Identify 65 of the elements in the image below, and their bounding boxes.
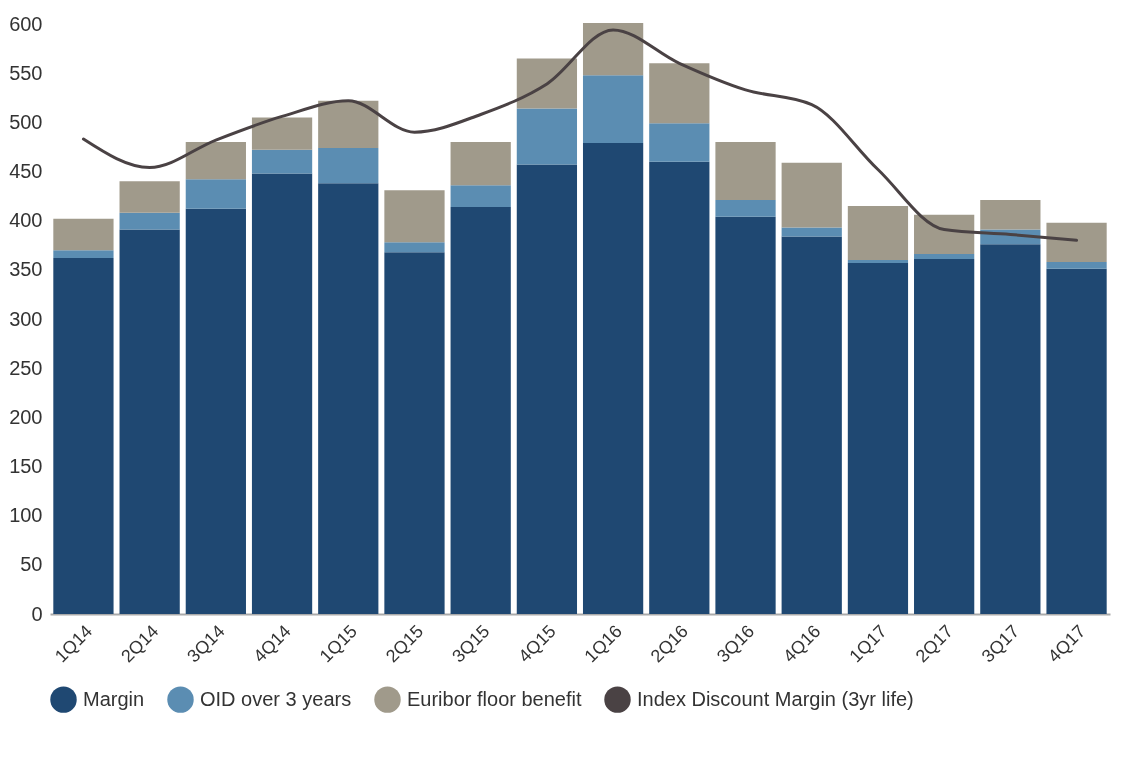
bar [119,229,180,614]
bar [914,259,975,614]
bar [781,227,842,237]
bar [516,108,578,165]
bar [649,63,710,124]
bar [582,23,644,76]
y-tick-label: 350 [9,258,43,281]
bar [1046,222,1107,262]
y-tick-label: 200 [9,405,43,428]
bar [847,205,909,260]
bar [980,200,1041,230]
y-tick-label: 150 [9,455,43,477]
bar [649,161,710,614]
bar [119,212,180,230]
bar [781,162,842,228]
legend-label: OID over 3 years [200,687,352,710]
bar [185,142,246,180]
bar [516,164,578,614]
bar [318,100,379,148]
bar [781,236,842,614]
bar [53,250,114,259]
legend-label: Euribor floor benefit [407,687,582,710]
legend-label: Margin [83,687,145,710]
bar [384,242,445,253]
bar [450,185,511,207]
bar [450,206,511,614]
bar [1046,261,1107,269]
bar [914,214,975,255]
bar [847,262,909,614]
bar [119,181,180,213]
bar [251,173,313,614]
y-tick-label: 500 [9,110,43,133]
bar [185,179,246,209]
legend-label: Index Discount Margin (3yr life) [637,687,914,710]
y-tick-label: 300 [9,307,43,330]
bar [185,208,246,614]
bar [318,147,379,184]
bar [914,254,975,260]
bar [582,142,644,614]
bar [53,258,114,614]
bar [847,260,909,263]
y-tick-label: 450 [9,160,43,182]
y-tick-label: 100 [9,504,43,527]
bar [715,216,776,614]
line-series [81,28,1079,242]
y-tick-label: 600 [9,12,43,35]
bar [582,75,644,143]
y-tick-label: 550 [9,61,43,84]
bar [450,142,511,186]
y-tick-label: 250 [9,356,43,379]
bar [715,200,776,217]
bar [384,252,445,614]
bar [318,183,379,614]
bar [715,142,776,201]
bar [1046,268,1107,614]
bar [251,117,313,150]
bar [251,149,313,174]
bar [980,244,1041,614]
y-tick-label: 400 [9,209,43,232]
y-tick-label: 0 [31,602,43,625]
bar [649,123,710,162]
bar [384,190,445,243]
y-tick-label: 50 [20,553,43,576]
bar [53,218,114,251]
bar [516,58,578,109]
